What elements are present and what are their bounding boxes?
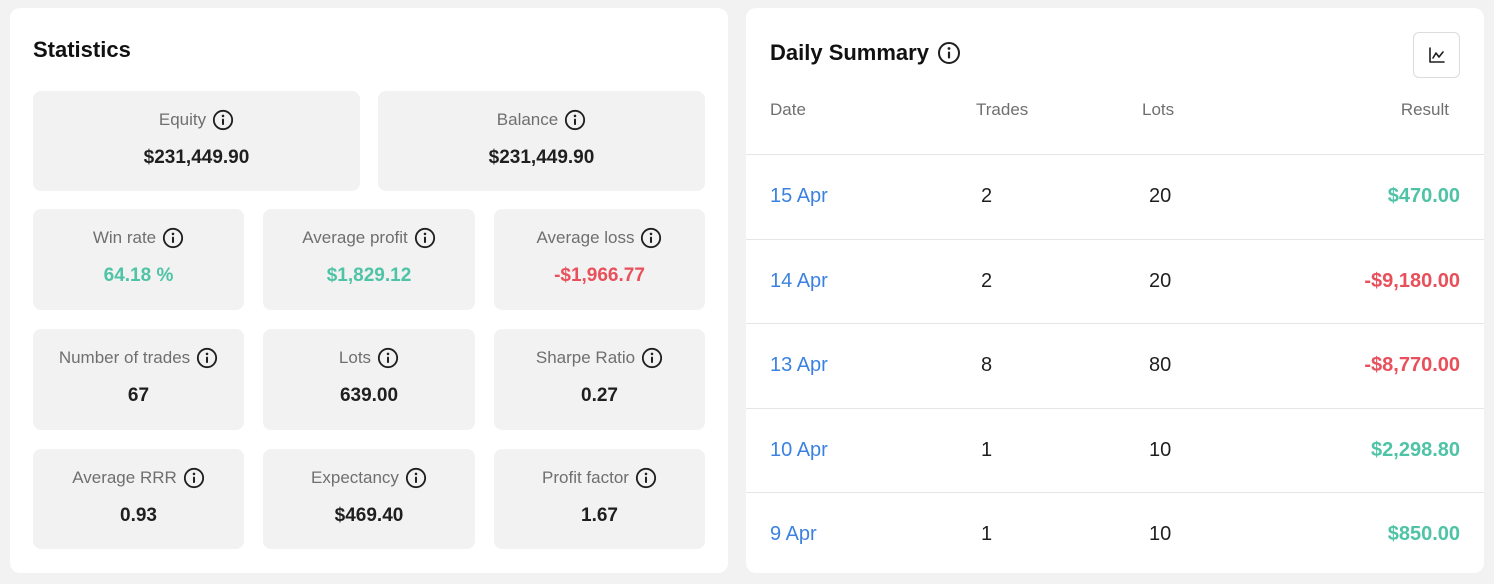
lots-cell: 10 <box>1149 523 1172 546</box>
stat-card-profit-factor: Profit factor 1.67 <box>494 449 705 549</box>
stat-value: $1,829.12 <box>326 265 412 286</box>
result-cell: $470.00 <box>1387 185 1460 208</box>
date-link[interactable]: 9 Apr <box>770 523 817 546</box>
stat-card-average-loss: Average loss -$1,966.77 <box>494 209 705 310</box>
stat-card-average-profit: Average profit $1,829.12 <box>263 209 475 310</box>
column-header-date[interactable]: Date <box>770 100 806 119</box>
daily-summary-table: 15 Apr 2 20 $470.00 14 Apr 2 20 -$9,180.… <box>746 154 1484 573</box>
daily-summary-panel: Daily Summary Date Trades Lots Result 15… <box>746 8 1484 573</box>
date-link[interactable]: 10 Apr <box>770 438 828 461</box>
date-link[interactable]: 15 Apr <box>770 185 828 208</box>
table-row[interactable]: 9 Apr 1 10 $850.00 <box>746 492 1484 573</box>
stat-label: Profit factor <box>494 467 705 489</box>
trades-cell: 2 <box>981 185 993 208</box>
result-cell: $2,298.80 <box>1371 438 1460 461</box>
info-icon[interactable] <box>641 347 663 369</box>
date-link[interactable]: 13 Apr <box>770 354 828 377</box>
stat-card-sharpe-ratio: Sharpe Ratio 0.27 <box>494 329 705 430</box>
daily-summary-title: Daily Summary <box>770 40 929 65</box>
result-cell: -$9,180.00 <box>1364 269 1460 292</box>
stat-value: 67 <box>127 385 150 406</box>
stat-card-equity: Equity $231,449.90 <box>33 91 360 191</box>
trades-cell: 8 <box>981 354 993 377</box>
result-cell: -$8,770.00 <box>1364 354 1460 377</box>
stat-label: Balance <box>378 109 705 131</box>
stat-label: Number of trades <box>33 347 244 369</box>
stat-value: 639.00 <box>339 385 399 406</box>
info-icon[interactable] <box>414 227 436 249</box>
lots-cell: 10 <box>1149 438 1172 461</box>
column-header-trades[interactable]: Trades <box>976 100 1029 119</box>
stat-label-text: Balance <box>496 110 559 129</box>
stat-label: Win rate <box>33 227 244 249</box>
info-icon[interactable] <box>937 41 961 65</box>
lots-cell: 80 <box>1149 354 1172 377</box>
info-icon[interactable] <box>183 467 205 489</box>
column-header-lots[interactable]: Lots <box>1142 100 1175 119</box>
stat-label-text: Average RRR <box>72 468 177 487</box>
stat-label-text: Average profit <box>302 228 408 247</box>
info-icon[interactable] <box>640 227 662 249</box>
info-icon[interactable] <box>635 467 657 489</box>
info-icon[interactable] <box>564 109 586 131</box>
daily-summary-header: Daily Summary <box>770 40 961 66</box>
stat-card-average-rrr: Average RRR 0.93 <box>33 449 244 549</box>
stat-card-expectancy: Expectancy $469.40 <box>263 449 475 549</box>
stat-label-text: Equity <box>158 110 207 129</box>
stat-label: Average RRR <box>33 467 244 489</box>
stat-value: 0.27 <box>581 385 618 406</box>
trades-cell: 1 <box>981 438 993 461</box>
trades-cell: 2 <box>981 269 993 292</box>
stat-label-text: Average loss <box>536 228 635 247</box>
table-row[interactable]: 10 Apr 1 10 $2,298.80 <box>746 407 1484 493</box>
stat-value: $469.40 <box>334 505 404 526</box>
stat-label-text: Profit factor <box>542 468 629 487</box>
line-chart-icon <box>1427 45 1447 65</box>
stat-value: 0.93 <box>120 505 157 526</box>
table-row[interactable]: 13 Apr 8 80 -$8,770.00 <box>746 323 1484 408</box>
stat-value: 64.18 % <box>103 265 174 286</box>
lots-cell: 20 <box>1149 185 1172 208</box>
stat-label-text: Lots <box>338 348 372 367</box>
stat-card-win-rate: Win rate 64.18 % <box>33 209 244 310</box>
info-icon[interactable] <box>196 347 218 369</box>
date-link[interactable]: 14 Apr <box>770 269 828 292</box>
lots-cell: 20 <box>1149 269 1172 292</box>
stat-label: Expectancy <box>263 467 475 489</box>
info-icon[interactable] <box>212 109 234 131</box>
stat-label: Equity <box>33 109 360 131</box>
statistics-title: Statistics <box>33 37 131 62</box>
info-icon[interactable] <box>377 347 399 369</box>
info-icon[interactable] <box>162 227 184 249</box>
table-row[interactable]: 14 Apr 2 20 -$9,180.00 <box>746 238 1484 324</box>
column-header-result[interactable]: Result <box>1400 100 1449 119</box>
chart-toggle-button[interactable] <box>1413 32 1460 78</box>
stat-card-number-of-trades: Number of trades 67 <box>33 329 244 430</box>
stat-value: $231,449.90 <box>143 147 250 168</box>
stat-value: -$1,966.77 <box>554 265 645 286</box>
info-icon[interactable] <box>405 467 427 489</box>
stat-label-text: Sharpe Ratio <box>535 348 636 367</box>
stat-label: Sharpe Ratio <box>494 347 705 369</box>
table-row[interactable]: 15 Apr 2 20 $470.00 <box>746 154 1484 239</box>
statistics-panel: Statistics Equity $231,449.90 Balance $2… <box>10 8 728 573</box>
stat-label-text: Win rate <box>92 228 157 247</box>
stat-value: 1.67 <box>581 505 618 526</box>
stat-label-text: Expectancy <box>311 468 399 487</box>
stat-label: Average profit <box>263 227 475 249</box>
stat-label-text: Number of trades <box>58 348 191 367</box>
trades-cell: 1 <box>981 523 993 546</box>
stat-value: $231,449.90 <box>488 147 595 168</box>
stat-card-lots: Lots 639.00 <box>263 329 475 430</box>
stat-card-balance: Balance $231,449.90 <box>378 91 705 191</box>
stat-label: Average loss <box>494 227 705 249</box>
result-cell: $850.00 <box>1387 523 1460 546</box>
stat-label: Lots <box>263 347 475 369</box>
